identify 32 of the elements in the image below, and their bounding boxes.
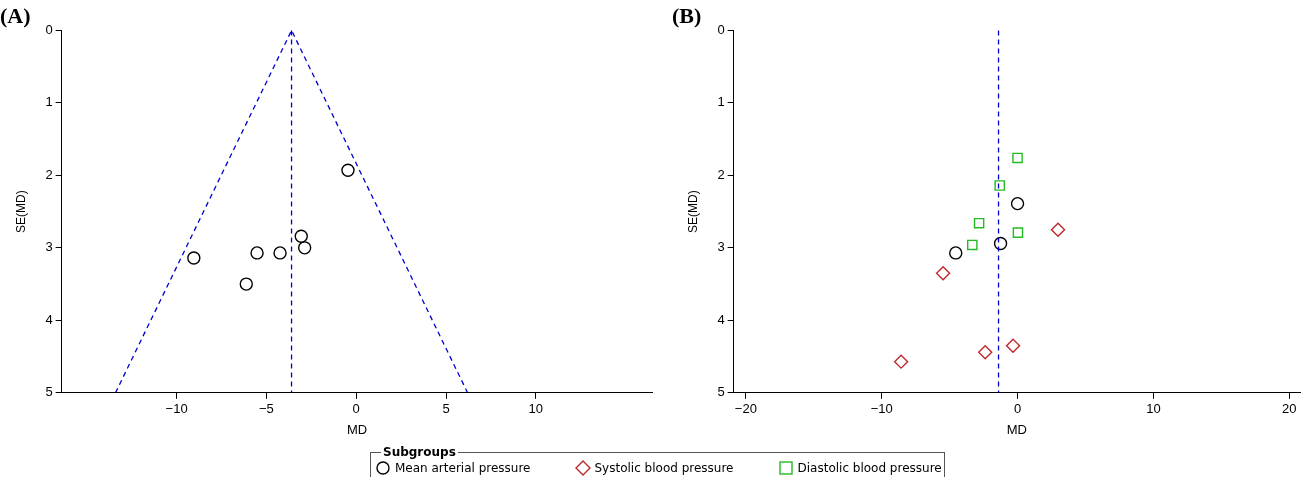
y-tick-label: 0 [717,21,725,37]
y-axis-title: SE(MD) [685,190,700,233]
x-axis-title: MD [1006,421,1027,437]
y-tick-label: 3 [45,239,53,255]
y-tick-label: 5 [717,384,725,400]
y-tick-label: 3 [717,239,725,255]
x-tick-label: 20 [1282,401,1297,417]
legend-title: Subgroups [381,445,458,459]
x-tick-label: −10 [165,401,188,417]
chart-title: (B) [672,2,702,28]
y-tick-label: 2 [45,166,53,182]
x-tick-label: 10 [1146,401,1161,417]
x-tick-label: 0 [1013,401,1022,417]
legend-label: Systolic blood pressure [594,460,734,475]
legend-label: Diastolic blood pressure [797,460,942,475]
y-tick-label: 0 [45,21,53,37]
x-axis-title: MD [347,421,368,437]
y-tick-label: 1 [45,94,53,110]
x-tick-label: −5 [258,401,274,417]
y-axis-title: SE(MD) [13,190,28,233]
x-tick-label: −10 [870,401,893,417]
x-tick-label: 0 [352,401,360,417]
x-tick-label: 5 [442,401,450,417]
y-tick-label: 5 [45,384,53,400]
legend-label: Mean arterial pressure [395,460,531,475]
x-tick-label: 10 [528,401,544,417]
y-tick-label: 4 [45,311,53,327]
y-tick-label: 2 [717,166,725,182]
y-tick-label: 1 [717,94,725,110]
x-tick-label: −20 [734,401,757,417]
chart-title: (A) [0,2,31,28]
y-tick-label: 4 [717,311,725,327]
